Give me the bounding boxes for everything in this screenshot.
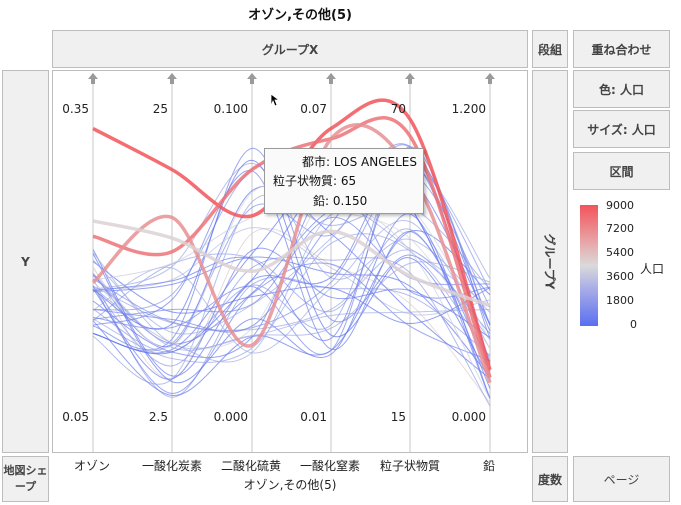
axis-category-label: 一酸化窒素 — [299, 459, 361, 473]
city-line[interactable] — [92, 230, 491, 396]
tooltip-lead-label: 鉛: — [313, 194, 330, 208]
cursor-icon — [270, 93, 281, 107]
plot-area[interactable]: 0.35 0.05 25 2.5 0.100 0.000 0.07 0.01 70 15 1.200… — [52, 70, 528, 453]
axis-top-label: 0.100 — [214, 102, 248, 116]
axis-top-label: 0.35 — [62, 102, 89, 116]
sort-arrow-icon[interactable] — [485, 73, 495, 84]
axis-bottom-label: 0.01 — [300, 410, 327, 424]
y-zone[interactable]: Y — [2, 70, 49, 453]
sort-arrow-icon[interactable] — [405, 73, 415, 84]
axis-bottom-label: 0.05 — [62, 410, 89, 424]
overlay-zone[interactable]: 重ね合わせ — [573, 30, 670, 68]
legend-tick: 7200 — [606, 222, 634, 235]
city-line[interactable] — [92, 261, 491, 351]
color-legend-gradient — [580, 205, 598, 326]
axis-category-label: 二酸化硫黄 — [220, 459, 282, 473]
highlighted-city-line[interactable] — [91, 123, 492, 384]
tooltip-city-value: LOS ANGELES — [333, 155, 417, 169]
axis-category-label: オゾン — [73, 459, 111, 473]
sort-arrow-icon[interactable] — [88, 73, 98, 84]
group-y-zone[interactable]: グループY — [532, 70, 568, 453]
color-zone[interactable]: 色: 人口 — [573, 70, 670, 108]
city-line[interactable] — [92, 262, 491, 394]
sort-arrow-icon[interactable] — [247, 73, 257, 84]
city-line[interactable] — [92, 173, 491, 332]
city-line[interactable] — [92, 170, 491, 372]
tooltip-lead-value: 0.150 — [332, 194, 368, 208]
axis-top-label: 70 — [391, 102, 406, 116]
legend-tick: 0 — [630, 318, 637, 331]
city-line[interactable] — [92, 252, 491, 350]
group-y-label: グループY — [542, 233, 557, 290]
city-line[interactable] — [92, 261, 491, 325]
axis-bottom-label: 0.000 — [452, 410, 486, 424]
city-line[interactable] — [92, 247, 491, 380]
size-zone[interactable]: サイズ: 人口 — [573, 110, 670, 148]
axis-top-label: 25 — [153, 102, 168, 116]
tooltip-pm-value: 65 — [340, 174, 357, 188]
legend-tick: 1800 — [606, 294, 634, 307]
map-shape-label: 地図シェープ — [3, 464, 48, 493]
city-line[interactable] — [92, 227, 491, 404]
axis-category-label: 一酸化炭素 — [141, 459, 203, 473]
legend-tick: 3600 — [606, 270, 634, 283]
axis-bottom-label: 15 — [391, 410, 406, 424]
group-x-zone[interactable]: グループX — [52, 30, 528, 68]
chart-title: オゾン,その他(5) — [248, 8, 352, 23]
freq-zone[interactable]: 度数 — [532, 456, 568, 502]
city-line[interactable] — [92, 213, 491, 399]
axis-top-label: 0.07 — [300, 102, 327, 116]
highlighted-city-line[interactable] — [92, 219, 491, 308]
tooltip-pm-label: 粒子状物質: — [273, 174, 338, 188]
axis-bottom-label: 0.000 — [214, 410, 248, 424]
page-zone[interactable]: ページ — [573, 456, 670, 502]
axis-category-label: 鉛 — [482, 459, 496, 473]
legend-tick: 9000 — [606, 199, 634, 212]
x-axis-title: オゾン,その他(5) — [243, 478, 337, 492]
legend-title: 人口 — [640, 262, 665, 276]
sort-arrow-icon[interactable] — [326, 73, 336, 84]
map-shape-zone[interactable]: 地図シェープ — [2, 456, 49, 502]
hover-tooltip: 都市: LOS ANGELES 粒子状物質: 65 鉛: 0.150 — [264, 148, 424, 214]
parallel-plot: 0.35 0.05 25 2.5 0.100 0.000 0.07 0.01 70 15 1.200… — [62, 73, 495, 452]
tooltip-city-label: 都市: — [302, 155, 331, 169]
axis-category-label: 粒子状物質 — [379, 459, 441, 473]
axis-bottom-label: 2.5 — [149, 410, 168, 424]
interval-zone[interactable]: 区間 — [573, 152, 670, 190]
axis-top-label: 1.200 — [452, 102, 486, 116]
highlighted-city-line[interactable] — [92, 116, 492, 379]
wrap-zone[interactable]: 段組 — [532, 30, 568, 68]
legend-tick: 5400 — [606, 246, 634, 259]
city-line[interactable] — [92, 256, 491, 378]
sort-arrow-icon[interactable] — [167, 73, 177, 84]
city-line[interactable] — [92, 233, 491, 363]
